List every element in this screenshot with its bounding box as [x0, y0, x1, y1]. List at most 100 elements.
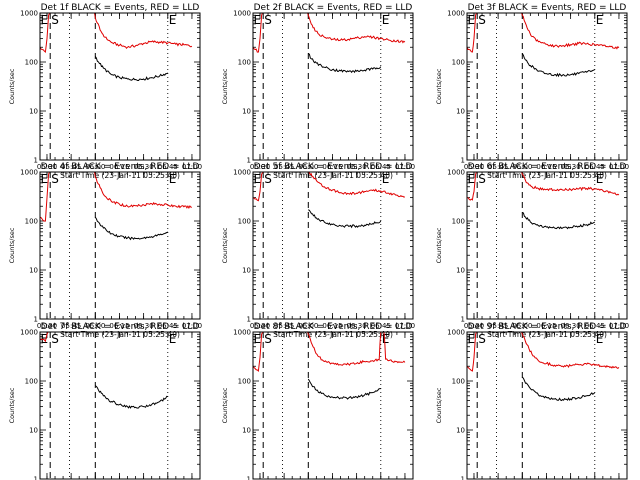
y-tick-label: 10 — [29, 108, 38, 116]
panel-title: Det 1f BLACK = Events, RED = LLD — [41, 3, 200, 13]
plot-frame — [39, 12, 201, 161]
plot-frame — [466, 171, 628, 320]
marker-label: S — [478, 332, 486, 346]
x-tick-label: 06:15 — [322, 322, 342, 330]
y-axis-label: Counts/sec — [435, 68, 443, 104]
y-axis-label: Counts/sec — [221, 227, 229, 263]
x-tick-label: 07:00 — [182, 322, 202, 330]
plot-frame — [466, 331, 628, 480]
x-tick-label: 06:15 — [536, 322, 556, 330]
x-tick-label: 06:15 — [322, 163, 342, 171]
y-axis-label: Counts/sec — [221, 68, 229, 104]
lld-series-line — [467, 172, 620, 201]
x-tick-label: 06:30 — [134, 322, 154, 330]
y-tick-label: 10 — [242, 267, 251, 275]
marker-label: E — [468, 332, 476, 346]
y-axis-label: Counts/sec — [8, 227, 16, 263]
marker-label: S — [51, 13, 59, 27]
x-tick-label: 06:30 — [561, 163, 581, 171]
marker-label: S — [478, 172, 486, 186]
panel-title: Det 3f BLACK = Events, RED = LLD — [468, 3, 627, 13]
marker-label: E — [468, 13, 476, 27]
events-series-line — [95, 385, 168, 409]
x-tick-label: 06:00 — [85, 322, 105, 330]
marker-label: E — [382, 172, 390, 186]
marker-label: E — [41, 332, 49, 346]
marker-label: S — [264, 172, 272, 186]
y-tick-label: 1000 — [20, 10, 38, 18]
marker-label: E — [169, 13, 177, 27]
x-tick-label: 05:45 — [274, 163, 294, 171]
lld-series-line — [253, 332, 406, 373]
detector-panel: Det 6f BLACK = Events, RED = LLD 1 10 100 10… — [435, 162, 629, 339]
y-tick-label: 100 — [25, 59, 38, 67]
x-tick-label: 06:30 — [347, 322, 367, 330]
marker-label: E — [596, 332, 604, 346]
y-tick-label: 1000 — [447, 169, 465, 177]
y-tick-label: 100 — [452, 378, 465, 386]
y-tick-label: 1 — [461, 157, 465, 165]
x-tick-label: 05:30 — [464, 322, 484, 330]
marker-label: S — [478, 13, 486, 27]
y-tick-label: 10 — [242, 427, 251, 435]
marker-label: E — [41, 13, 49, 27]
x-tick-label: 06:00 — [85, 163, 105, 171]
y-tick-label: 1000 — [20, 329, 38, 337]
panel-title: Det 8f BLACK = Events, RED = LLD — [254, 322, 413, 332]
marker-label: E — [169, 332, 177, 346]
x-tick-label: 05:45 — [61, 322, 81, 330]
events-series-line — [308, 209, 382, 229]
x-axis-label: Start Time (23-Jan-11 05:25:40) — [60, 171, 180, 180]
x-tick-label: 06:45 — [158, 163, 178, 171]
y-tick-label: 1000 — [233, 329, 251, 337]
y-tick-label: 1 — [34, 476, 38, 480]
detector-panel: Det 9f BLACK = Events, RED = LLD 1 10 100 10… — [435, 322, 628, 480]
x-tick-label: 05:30 — [37, 163, 57, 171]
y-tick-label: 1 — [247, 476, 251, 480]
x-axis-label: Start Time (23-Jan-11 05:25:40) — [487, 330, 607, 339]
x-tick-label: 06:00 — [512, 322, 532, 330]
detector-panel: Det 3f BLACK = Events, RED = LLD 1 10 100 10… — [435, 3, 629, 180]
events-series-line — [307, 378, 381, 400]
marker-label: E — [254, 332, 262, 346]
x-tick-label: 07:00 — [395, 322, 415, 330]
events-series-line — [521, 53, 596, 78]
panel-title: Det 6f BLACK = Events, RED = LLD — [468, 162, 627, 172]
x-tick-label: 06:45 — [585, 322, 605, 330]
y-tick-label: 100 — [25, 218, 38, 226]
y-tick-label: 10 — [456, 108, 465, 116]
marker-label: E — [468, 172, 476, 186]
detector-panel: Det 7f BLACK = Events, RED = LLD 1 10 100 10… — [8, 322, 201, 480]
lld-series-line — [467, 332, 620, 372]
x-tick-label: 05:45 — [274, 322, 294, 330]
y-tick-label: 100 — [238, 59, 251, 67]
x-axis-label: Start Time (23-Jan-11 05:25:40) — [273, 171, 393, 180]
x-axis-label: Start Time (23-Jan-11 05:25:40) — [273, 330, 393, 339]
marker-label: S — [51, 332, 59, 346]
detector-panel: Det 5f BLACK = Events, RED = LLD 1 10 100 10… — [221, 162, 415, 339]
marker-label: E — [596, 13, 604, 27]
y-tick-label: 1 — [461, 476, 465, 480]
y-tick-label: 1000 — [233, 10, 251, 18]
y-tick-label: 100 — [238, 218, 251, 226]
x-tick-label: 07:00 — [395, 163, 415, 171]
y-axis-label: Counts/sec — [8, 387, 16, 423]
marker-label: E — [382, 13, 390, 27]
marker-label: E — [254, 172, 262, 186]
x-tick-label: 06:00 — [298, 163, 318, 171]
y-tick-label: 1 — [247, 316, 251, 324]
y-tick-label: 1000 — [447, 329, 465, 337]
plot-frame — [252, 331, 414, 480]
y-tick-label: 10 — [456, 427, 465, 435]
marker-label: S — [264, 13, 272, 27]
y-tick-label: 100 — [452, 218, 465, 226]
plot-frame — [39, 331, 201, 480]
y-tick-label: 1 — [34, 316, 38, 324]
y-tick-label: 10 — [456, 267, 465, 275]
y-tick-label: 1000 — [20, 169, 38, 177]
x-tick-label: 06:15 — [109, 322, 129, 330]
events-series-line — [94, 56, 169, 81]
panel-title: Det 7f BLACK = Events, RED = LLD — [41, 322, 200, 332]
panel-title: Det 9f BLACK = Events, RED = LLD — [468, 322, 627, 332]
